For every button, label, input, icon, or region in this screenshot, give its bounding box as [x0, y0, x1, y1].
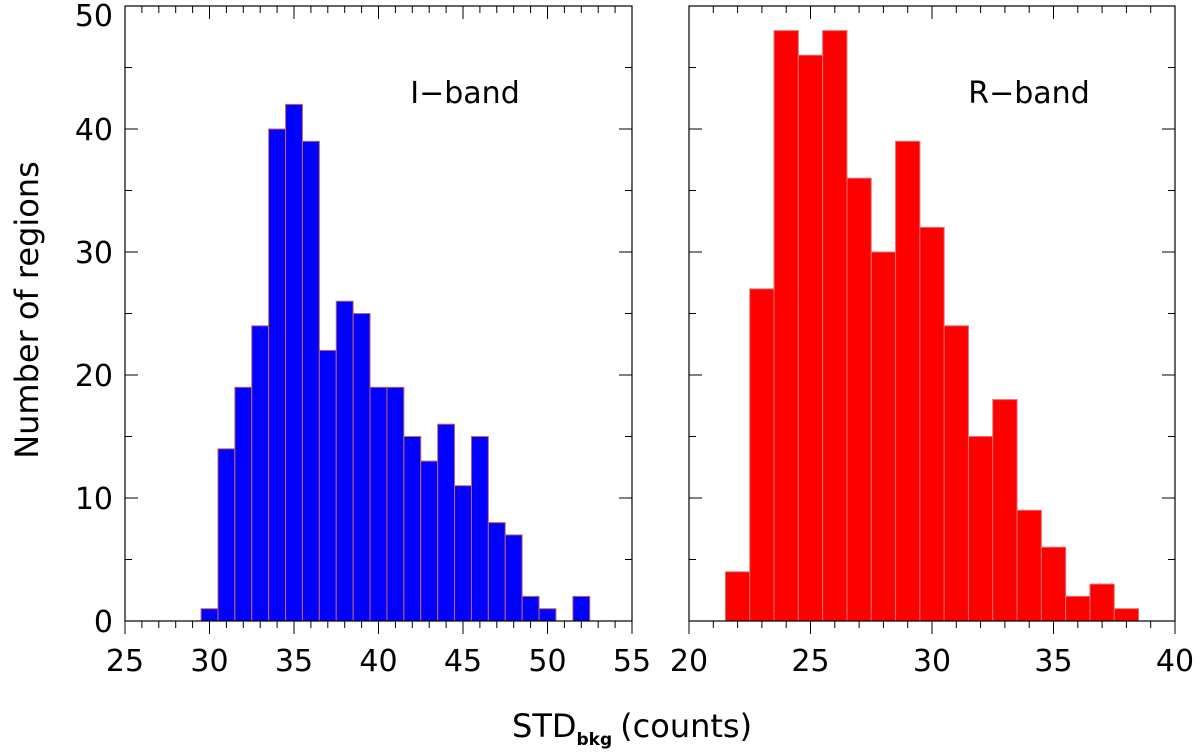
- r-band-bar: [822, 30, 848, 622]
- i-band-bar: [437, 423, 456, 622]
- r-band-bar: [773, 30, 799, 622]
- i-band-label: I−band: [410, 76, 519, 111]
- r-band-x-tick-label: 35: [1034, 644, 1072, 679]
- i-band-bar: [234, 386, 253, 622]
- i-band-y-tick-label: 50: [75, 0, 113, 34]
- i-band-y-tick-label: 10: [75, 482, 113, 517]
- x-axis-title-unit: (counts): [620, 707, 752, 745]
- r-band-x-tick-label: 25: [791, 644, 829, 679]
- r-band-bars: [724, 30, 1140, 622]
- r-band-bar: [1016, 509, 1042, 622]
- i-band-bar: [352, 313, 371, 622]
- r-band-bar: [967, 436, 994, 622]
- i-band-bar: [470, 436, 489, 622]
- i-band-bar: [386, 386, 405, 622]
- r-band-ticks: [688, 5, 1176, 634]
- i-band-bar: [318, 349, 337, 622]
- r-band-bar: [1040, 546, 1067, 622]
- y-axis-title: Number of regions: [8, 161, 46, 459]
- i-band-bar: [369, 386, 388, 622]
- i-band-x-tick-label: 45: [444, 644, 482, 679]
- r-band-label: R−band: [968, 76, 1089, 111]
- i-band-bar: [251, 325, 270, 622]
- i-band-bar: [403, 436, 422, 622]
- i-band-y-tick-label: 0: [94, 605, 113, 640]
- x-axis-title-subscript: bkg: [577, 730, 613, 750]
- r-band-bar: [895, 140, 921, 622]
- i-band-bar: [420, 460, 439, 622]
- i-band-bar: [301, 140, 320, 622]
- r-band-bar: [1113, 608, 1140, 622]
- r-band-bar: [943, 325, 969, 622]
- i-band-y-tick-label: 30: [75, 236, 113, 271]
- i-band-y-tick-label: 20: [75, 359, 113, 394]
- i-band-panel: 25 30 35 40 45 50 55 0 10 20 30 40 50 I−band: [75, 0, 651, 679]
- x-axis-title-main: STD: [512, 707, 577, 745]
- i-band-ticks: [124, 5, 633, 634]
- x-axis-title: STDbkg (counts): [512, 707, 752, 750]
- i-band-bar: [217, 448, 236, 622]
- i-band-x-tick-label: 50: [528, 644, 566, 679]
- i-band-bar: [521, 595, 540, 622]
- r-band-x-tick-label: 30: [913, 644, 951, 679]
- r-band-bar: [846, 177, 872, 622]
- i-band-x-tick-label: 40: [359, 644, 397, 679]
- r-band-bar: [1065, 595, 1091, 622]
- r-band-panel: 20 25 30 35 40 R−band: [670, 5, 1194, 679]
- r-band-bar: [870, 251, 897, 622]
- i-band-bar: [504, 534, 523, 622]
- i-band-bar: [454, 485, 472, 622]
- i-band-x-tick-label: 55: [613, 644, 651, 679]
- i-band-bar: [335, 300, 354, 622]
- i-band-bar: [285, 103, 303, 622]
- i-band-x-tick-label: 35: [275, 644, 313, 679]
- r-band-x-tick-label: 40: [1156, 644, 1194, 679]
- r-band-bar: [749, 288, 775, 622]
- i-band-bar: [200, 608, 219, 622]
- i-band-bars: [200, 103, 591, 622]
- i-band-bar: [268, 128, 287, 622]
- r-band-bar: [797, 54, 824, 622]
- i-band-x-tick-label: 25: [106, 644, 144, 679]
- r-band-bar: [1089, 583, 1115, 622]
- i-band-bar: [487, 522, 506, 622]
- i-band-y-tick-label: 40: [75, 113, 113, 148]
- i-band-bar: [538, 608, 557, 622]
- i-band-bar: [572, 595, 591, 622]
- r-band-x-tick-label: 20: [670, 644, 708, 679]
- r-band-bar: [724, 571, 751, 622]
- r-band-bar: [919, 226, 945, 622]
- i-band-x-tick-label: 30: [190, 644, 228, 679]
- r-band-bar: [992, 399, 1018, 622]
